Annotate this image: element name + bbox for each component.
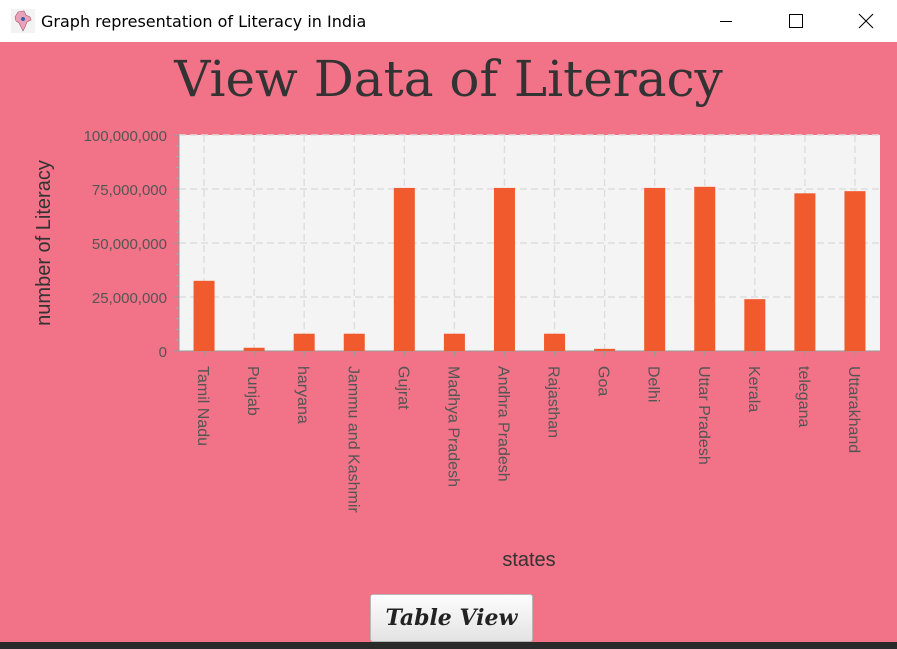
bar-kerala bbox=[744, 299, 766, 351]
bar-delhi bbox=[644, 187, 666, 351]
bar-haryana bbox=[293, 333, 315, 351]
x-tick-label: Andhra Pradesh bbox=[494, 366, 511, 482]
x-tick-label: Uttarakhand bbox=[845, 366, 862, 453]
table-view-button[interactable]: Table View bbox=[370, 594, 533, 642]
y-tick-label: 100,000,000 bbox=[84, 128, 167, 145]
x-tick-label: Tamil Nadu bbox=[194, 366, 211, 446]
y-tick-label: 75,000,000 bbox=[92, 182, 167, 199]
x-tick-label: Gujrat bbox=[394, 366, 411, 410]
bar-telegana bbox=[794, 193, 816, 351]
maximize-icon bbox=[789, 14, 803, 28]
bar-punjab bbox=[243, 347, 265, 351]
bar-andhra-pradesh bbox=[493, 187, 515, 351]
bar-jammu-and-kashmir bbox=[343, 333, 365, 351]
x-tick-label: Punjab bbox=[244, 366, 261, 416]
x-axis-title: states bbox=[502, 549, 555, 571]
title-bar: Graph representation of Literacy in Indi… bbox=[0, 0, 897, 42]
x-tick-label: Rajasthan bbox=[545, 366, 562, 438]
x-tick-label: Uttar Pradesh bbox=[695, 366, 712, 465]
bar-tamil-nadu bbox=[193, 280, 215, 351]
bar-uttar-pradesh bbox=[694, 186, 716, 351]
maximize-button[interactable] bbox=[773, 0, 819, 42]
x-tick-label: telegana bbox=[795, 366, 812, 427]
x-tick-label: Delhi bbox=[645, 366, 662, 402]
close-icon bbox=[858, 13, 874, 29]
x-tick-label: Madhya Pradesh bbox=[444, 366, 461, 487]
bottom-strip bbox=[0, 642, 897, 649]
bar-goa bbox=[594, 348, 616, 351]
window-title: Graph representation of Literacy in Indi… bbox=[41, 11, 367, 31]
bar-gujrat bbox=[393, 187, 415, 351]
india-map-icon bbox=[11, 9, 35, 33]
bar-madhya-pradesh bbox=[443, 333, 465, 351]
y-tick-label: 0 bbox=[159, 344, 167, 361]
x-tick-label: Goa bbox=[595, 366, 612, 396]
y-axis-title: number of Literacy bbox=[33, 160, 55, 326]
y-tick-label: 50,000,000 bbox=[92, 236, 167, 253]
bar-rajasthan bbox=[544, 333, 566, 351]
y-tick-label: 25,000,000 bbox=[92, 290, 167, 307]
x-tick-label: Jammu and Kashmir bbox=[344, 366, 361, 513]
minimize-icon bbox=[720, 21, 732, 22]
literacy-bar-chart: 0 25,000,000 50,000,000 75,000,000 100,000,0… bbox=[33, 128, 880, 571]
page-heading: View Data of Literacy bbox=[174, 50, 723, 108]
minimize-button[interactable] bbox=[703, 0, 749, 42]
close-button[interactable] bbox=[843, 0, 889, 42]
bar-uttarakhand bbox=[844, 191, 866, 351]
x-tick-label: haryana bbox=[294, 366, 311, 424]
x-tick-label: Kerala bbox=[745, 366, 762, 412]
